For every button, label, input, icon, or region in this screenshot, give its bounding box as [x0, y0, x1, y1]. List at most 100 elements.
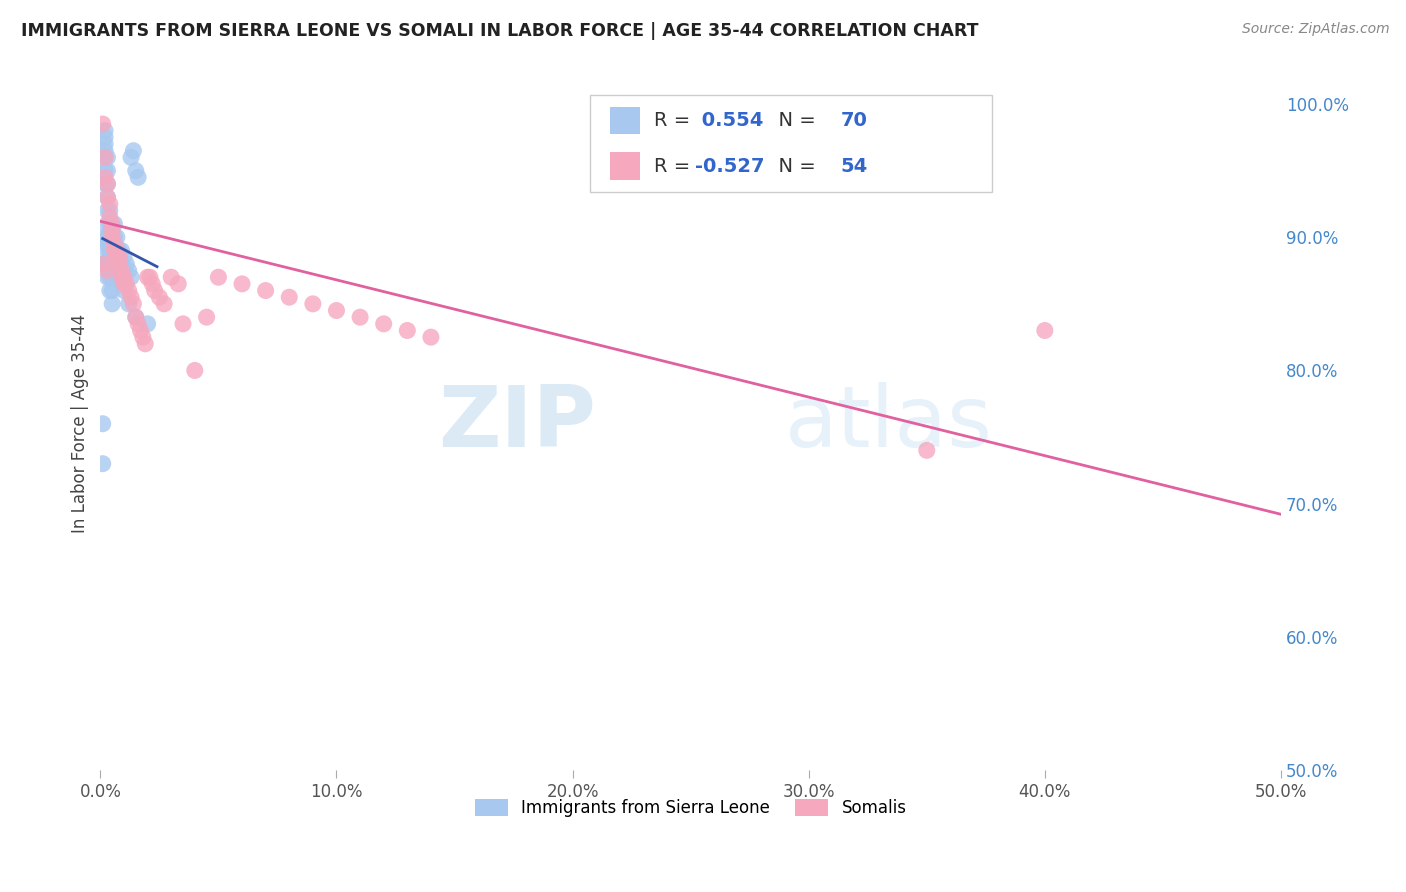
Point — [101, 257, 124, 271]
Point — [419, 330, 441, 344]
Text: IMMIGRANTS FROM SIERRA LEONE VS SOMALI IN LABOR FORCE | AGE 35-44 CORRELATION CH: IMMIGRANTS FROM SIERRA LEONE VS SOMALI I… — [21, 22, 979, 40]
Point — [231, 277, 253, 291]
Point — [134, 336, 156, 351]
Point — [101, 217, 124, 231]
Point — [195, 310, 218, 325]
Point — [105, 244, 128, 258]
Point — [108, 270, 131, 285]
Point — [103, 270, 125, 285]
Text: 54: 54 — [841, 157, 868, 176]
Point — [120, 290, 142, 304]
Point — [96, 150, 118, 164]
Point — [98, 203, 121, 218]
Point — [91, 257, 114, 271]
Point — [105, 244, 128, 258]
Point — [98, 284, 121, 298]
Point — [101, 244, 124, 258]
Point — [139, 270, 162, 285]
Point — [98, 270, 121, 285]
Point — [103, 244, 125, 258]
Point — [349, 310, 371, 325]
Point — [127, 170, 149, 185]
Point — [96, 203, 118, 218]
Text: 70: 70 — [841, 111, 868, 130]
FancyBboxPatch shape — [610, 106, 640, 134]
Point — [103, 230, 125, 244]
Point — [105, 270, 128, 285]
Point — [96, 263, 118, 277]
Point — [153, 297, 176, 311]
Point — [91, 230, 114, 244]
Point — [98, 250, 121, 264]
Point — [98, 257, 121, 271]
Point — [373, 317, 395, 331]
Point — [94, 150, 117, 164]
Point — [112, 250, 135, 264]
Point — [396, 324, 419, 338]
Point — [325, 303, 347, 318]
Point — [94, 170, 117, 185]
Point — [132, 330, 155, 344]
Point — [94, 136, 117, 151]
Point — [110, 263, 132, 277]
Point — [91, 417, 114, 431]
Text: N =: N = — [766, 111, 823, 130]
Point — [108, 257, 131, 271]
Point — [122, 297, 145, 311]
Point — [103, 244, 125, 258]
Point — [105, 250, 128, 264]
Text: 0.554: 0.554 — [696, 111, 763, 130]
Point — [94, 124, 117, 138]
Point — [118, 263, 141, 277]
Point — [94, 163, 117, 178]
Point — [127, 317, 149, 331]
Point — [101, 297, 124, 311]
Point — [112, 270, 135, 285]
Point — [103, 217, 125, 231]
Point — [125, 310, 148, 325]
Point — [115, 277, 138, 291]
Point — [98, 211, 121, 225]
Point — [96, 244, 118, 258]
Point — [101, 224, 124, 238]
Point — [108, 244, 131, 258]
Point — [94, 130, 117, 145]
Point — [94, 257, 117, 271]
Point — [101, 230, 124, 244]
Point — [108, 250, 131, 264]
Text: ZIP: ZIP — [439, 382, 596, 466]
Point — [96, 270, 118, 285]
Point — [115, 257, 138, 271]
Point — [172, 317, 194, 331]
Point — [96, 236, 118, 251]
Point — [103, 270, 125, 285]
Point — [143, 284, 166, 298]
Point — [94, 150, 117, 164]
Text: R =: R = — [654, 111, 696, 130]
Point — [120, 270, 142, 285]
Point — [98, 250, 121, 264]
Point — [160, 270, 183, 285]
Point — [118, 297, 141, 311]
Point — [118, 284, 141, 298]
Point — [136, 317, 159, 331]
Point — [105, 257, 128, 271]
Text: N =: N = — [766, 157, 823, 176]
Point — [94, 257, 117, 271]
Point — [98, 244, 121, 258]
Point — [141, 277, 163, 291]
Point — [98, 224, 121, 238]
Y-axis label: In Labor Force | Age 35-44: In Labor Force | Age 35-44 — [72, 314, 89, 533]
Point — [112, 263, 135, 277]
FancyBboxPatch shape — [591, 95, 991, 192]
Point — [302, 297, 325, 311]
Point — [101, 263, 124, 277]
Legend: Immigrants from Sierra Leone, Somalis: Immigrants from Sierra Leone, Somalis — [468, 792, 914, 824]
Point — [278, 290, 301, 304]
Point — [105, 230, 128, 244]
Point — [96, 257, 118, 271]
Point — [101, 236, 124, 251]
Point — [98, 217, 121, 231]
Point — [96, 190, 118, 204]
Point — [98, 197, 121, 211]
